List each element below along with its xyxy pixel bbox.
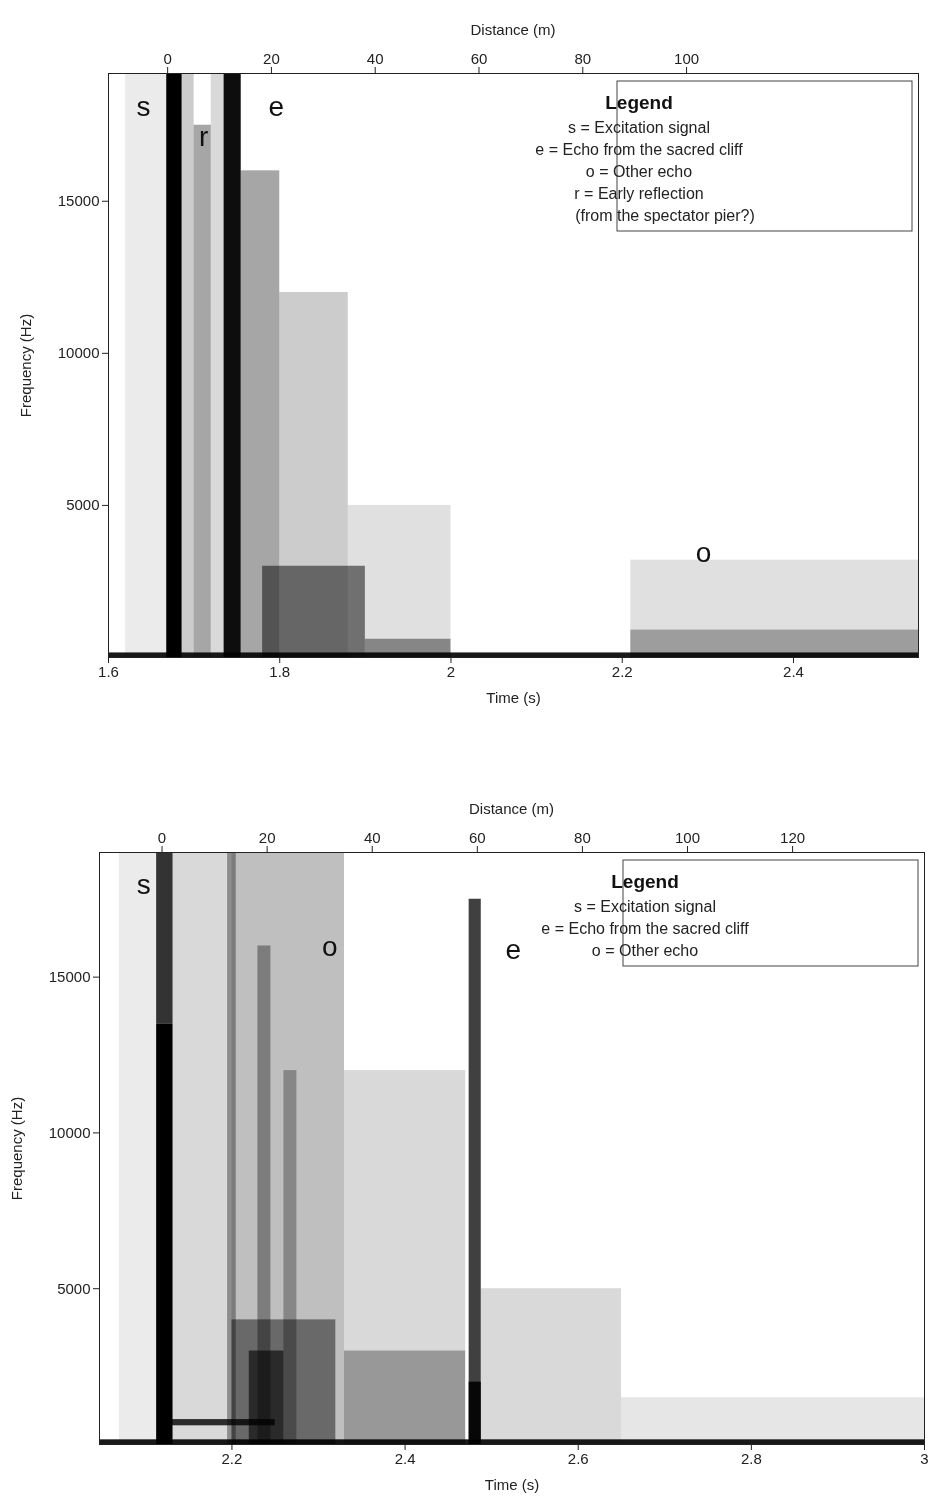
svg-text:15000: 15000 bbox=[49, 968, 91, 985]
svg-text:2.4: 2.4 bbox=[783, 663, 804, 680]
svg-text:2.6: 2.6 bbox=[568, 1450, 589, 1467]
svg-text:(from the spectator pier?): (from the spectator pier?) bbox=[575, 207, 755, 224]
svg-text:s = Excitation signal: s = Excitation signal bbox=[568, 119, 710, 136]
svg-text:o = Other echo: o = Other echo bbox=[586, 163, 692, 180]
svg-text:e = Echo from the sacred cliff: e = Echo from the sacred cliff bbox=[541, 920, 749, 937]
svg-text:Time (s): Time (s) bbox=[486, 689, 540, 706]
svg-text:o: o bbox=[322, 931, 338, 962]
svg-text:Frequency (Hz): Frequency (Hz) bbox=[8, 1097, 25, 1200]
svg-text:s = Excitation signal: s = Excitation signal bbox=[574, 898, 716, 915]
svg-text:3: 3 bbox=[920, 1450, 928, 1467]
svg-text:e: e bbox=[506, 934, 522, 965]
svg-text:20: 20 bbox=[259, 829, 276, 846]
svg-text:60: 60 bbox=[469, 829, 486, 846]
svg-text:80: 80 bbox=[574, 50, 591, 67]
svg-text:Distance (m): Distance (m) bbox=[470, 21, 555, 38]
svg-text:2.2: 2.2 bbox=[222, 1450, 243, 1467]
svg-text:10000: 10000 bbox=[58, 344, 100, 361]
svg-text:10000: 10000 bbox=[49, 1124, 91, 1141]
svg-text:100: 100 bbox=[675, 829, 700, 846]
svg-text:40: 40 bbox=[364, 829, 381, 846]
svg-text:5000: 5000 bbox=[57, 1280, 90, 1297]
svg-text:Legend: Legend bbox=[605, 92, 673, 113]
svg-text:Time (s): Time (s) bbox=[485, 1476, 539, 1493]
svg-text:15000: 15000 bbox=[58, 192, 100, 209]
svg-text:s: s bbox=[137, 869, 151, 900]
svg-text:e = Echo from the sacred cliff: e = Echo from the sacred cliff bbox=[535, 141, 743, 158]
svg-text:o = Other echo: o = Other echo bbox=[592, 942, 698, 959]
svg-text:5000: 5000 bbox=[66, 496, 99, 513]
svg-text:2.4: 2.4 bbox=[395, 1450, 416, 1467]
svg-text:120: 120 bbox=[780, 829, 805, 846]
svg-text:Frequency (Hz): Frequency (Hz) bbox=[17, 314, 34, 417]
svg-text:0: 0 bbox=[158, 829, 166, 846]
svg-text:s: s bbox=[137, 91, 151, 122]
svg-text:2.2: 2.2 bbox=[612, 663, 633, 680]
svg-text:Legend: Legend bbox=[611, 871, 679, 892]
svg-text:60: 60 bbox=[471, 50, 488, 67]
svg-text:r: r bbox=[199, 121, 208, 152]
svg-text:Distance (m): Distance (m) bbox=[469, 800, 554, 817]
svg-text:e: e bbox=[269, 91, 285, 122]
svg-text:40: 40 bbox=[367, 50, 384, 67]
svg-text:80: 80 bbox=[574, 829, 591, 846]
svg-text:0: 0 bbox=[163, 50, 171, 67]
svg-text:2.8: 2.8 bbox=[741, 1450, 762, 1467]
svg-text:2: 2 bbox=[447, 663, 455, 680]
svg-text:r = Early reflection: r = Early reflection bbox=[574, 185, 703, 202]
svg-text:1.6: 1.6 bbox=[98, 663, 119, 680]
svg-text:1.8: 1.8 bbox=[269, 663, 290, 680]
svg-text:o: o bbox=[696, 537, 712, 568]
svg-text:100: 100 bbox=[674, 50, 699, 67]
svg-text:20: 20 bbox=[263, 50, 280, 67]
